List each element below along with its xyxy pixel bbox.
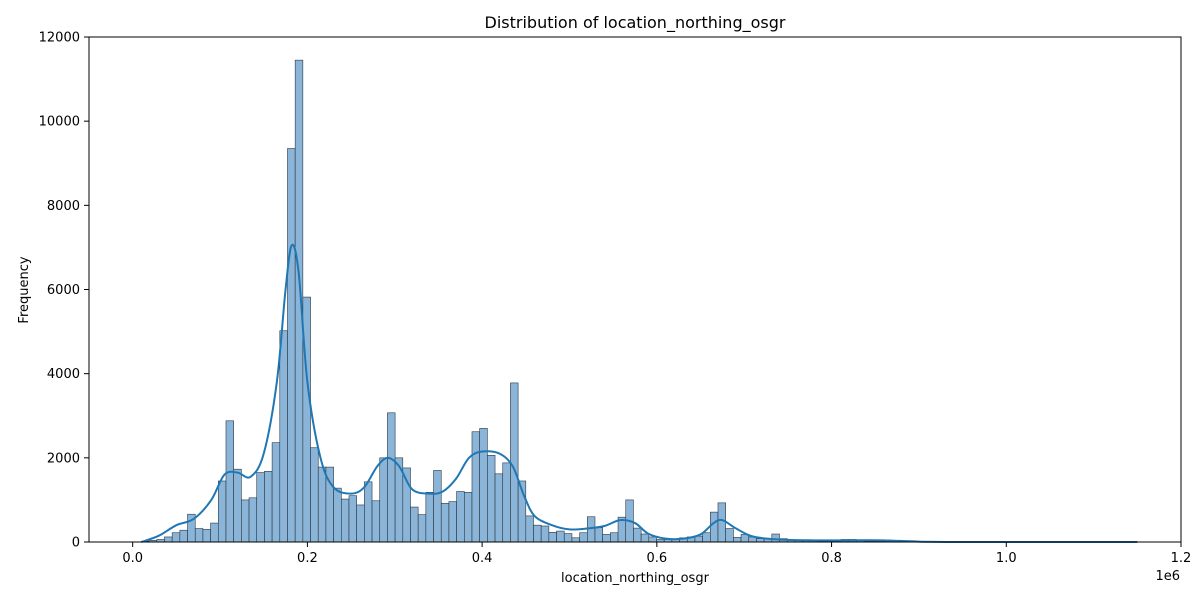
x-tick-label: 0.4 — [472, 551, 493, 566]
plot-frame — [88, 36, 1182, 543]
histogram-bar — [410, 506, 419, 543]
histogram-bar — [356, 504, 365, 543]
histogram-bar — [271, 442, 281, 543]
histogram-bar — [171, 532, 181, 543]
histogram-bar — [241, 499, 250, 543]
histogram-bar — [640, 533, 650, 543]
histogram-bar — [348, 495, 357, 543]
y-tick-label: 12000 — [39, 31, 80, 46]
histogram-bar — [179, 529, 188, 543]
histogram-bar — [571, 537, 580, 543]
histogram-bar — [556, 530, 565, 543]
histogram-bars — [141, 59, 1065, 543]
histogram-bar — [717, 502, 726, 543]
histogram-bar — [494, 473, 504, 543]
histogram-bar — [233, 468, 242, 543]
histogram-bar — [317, 466, 327, 543]
x-tick-label: 0.2 — [297, 551, 318, 566]
histogram-bar — [264, 470, 273, 543]
x-tick-label: 1.0 — [996, 551, 1017, 566]
y-tick-label: 4000 — [47, 367, 80, 382]
histogram-bar — [502, 462, 511, 543]
x-axis-label: location_northing_osgr — [561, 571, 710, 586]
histogram-bar — [710, 511, 719, 543]
histogram-bar — [217, 480, 227, 543]
x-tick-label: 0.0 — [122, 551, 143, 566]
histogram-bar — [448, 501, 457, 543]
histogram-bar — [725, 528, 734, 543]
x-axis-offset: 1e6 — [1155, 569, 1180, 584]
histogram-bar — [479, 428, 488, 543]
histogram-bar — [371, 500, 381, 543]
x-axis: 0.0 0.2 0.4 0.6 0.8 1.0 1.2 — [122, 542, 1191, 566]
histogram-bar — [702, 532, 711, 543]
histogram-bar — [487, 455, 496, 543]
x-tick-label: 0.6 — [646, 551, 667, 566]
histogram-bar — [433, 470, 442, 543]
histogram-bar — [425, 492, 434, 543]
histogram-bar — [533, 524, 542, 543]
histogram-bar — [248, 497, 258, 543]
histogram-bar — [648, 536, 657, 543]
histogram-bar — [256, 472, 265, 543]
histogram-bar — [379, 457, 388, 543]
y-tick-label: 6000 — [47, 283, 80, 298]
histogram-bar — [287, 148, 296, 543]
histogram-bar — [364, 481, 373, 543]
histogram-bar — [610, 532, 619, 543]
histogram-bar — [633, 527, 642, 543]
histogram-bar — [594, 527, 603, 543]
histogram-bar — [440, 502, 450, 543]
histogram-bar — [417, 514, 427, 543]
histogram-bar — [210, 522, 219, 543]
histogram-bar — [563, 533, 573, 543]
histogram-bar — [456, 491, 465, 543]
x-tick-label: 0.8 — [821, 551, 842, 566]
y-axis: 0 2000 4000 6000 8000 10000 12000 — [39, 31, 89, 551]
histogram-bar — [202, 529, 211, 543]
histogram-bar — [279, 330, 288, 543]
histogram-bar — [771, 533, 780, 543]
histogram-bar — [333, 487, 342, 543]
chart-title: Distribution of location_northing_osgr — [485, 13, 786, 33]
y-tick-label: 10000 — [39, 115, 80, 130]
x-tick-label: 1.2 — [1171, 551, 1192, 566]
histogram-bar — [310, 447, 319, 543]
histogram-bar — [548, 532, 557, 543]
kde-curve — [141, 243, 1138, 543]
histogram-bar — [463, 492, 473, 543]
histogram-bar — [164, 536, 173, 543]
histogram-bar — [471, 431, 480, 543]
y-tick-label: 2000 — [47, 451, 80, 466]
histogram-bar — [579, 532, 588, 543]
histogram-bar — [225, 420, 234, 543]
y-tick-label: 8000 — [47, 199, 80, 214]
histogram-bar — [510, 382, 519, 543]
histogram-bar — [733, 537, 742, 543]
histogram-bar — [387, 412, 396, 543]
histogram-bar — [602, 534, 611, 543]
y-axis-label: Frequency — [17, 256, 32, 323]
y-tick-label: 0 — [72, 536, 80, 551]
histogram-bar — [194, 528, 204, 543]
histogram-bar — [525, 515, 534, 543]
histogram-bar — [540, 525, 550, 543]
histogram-bar — [340, 498, 350, 543]
